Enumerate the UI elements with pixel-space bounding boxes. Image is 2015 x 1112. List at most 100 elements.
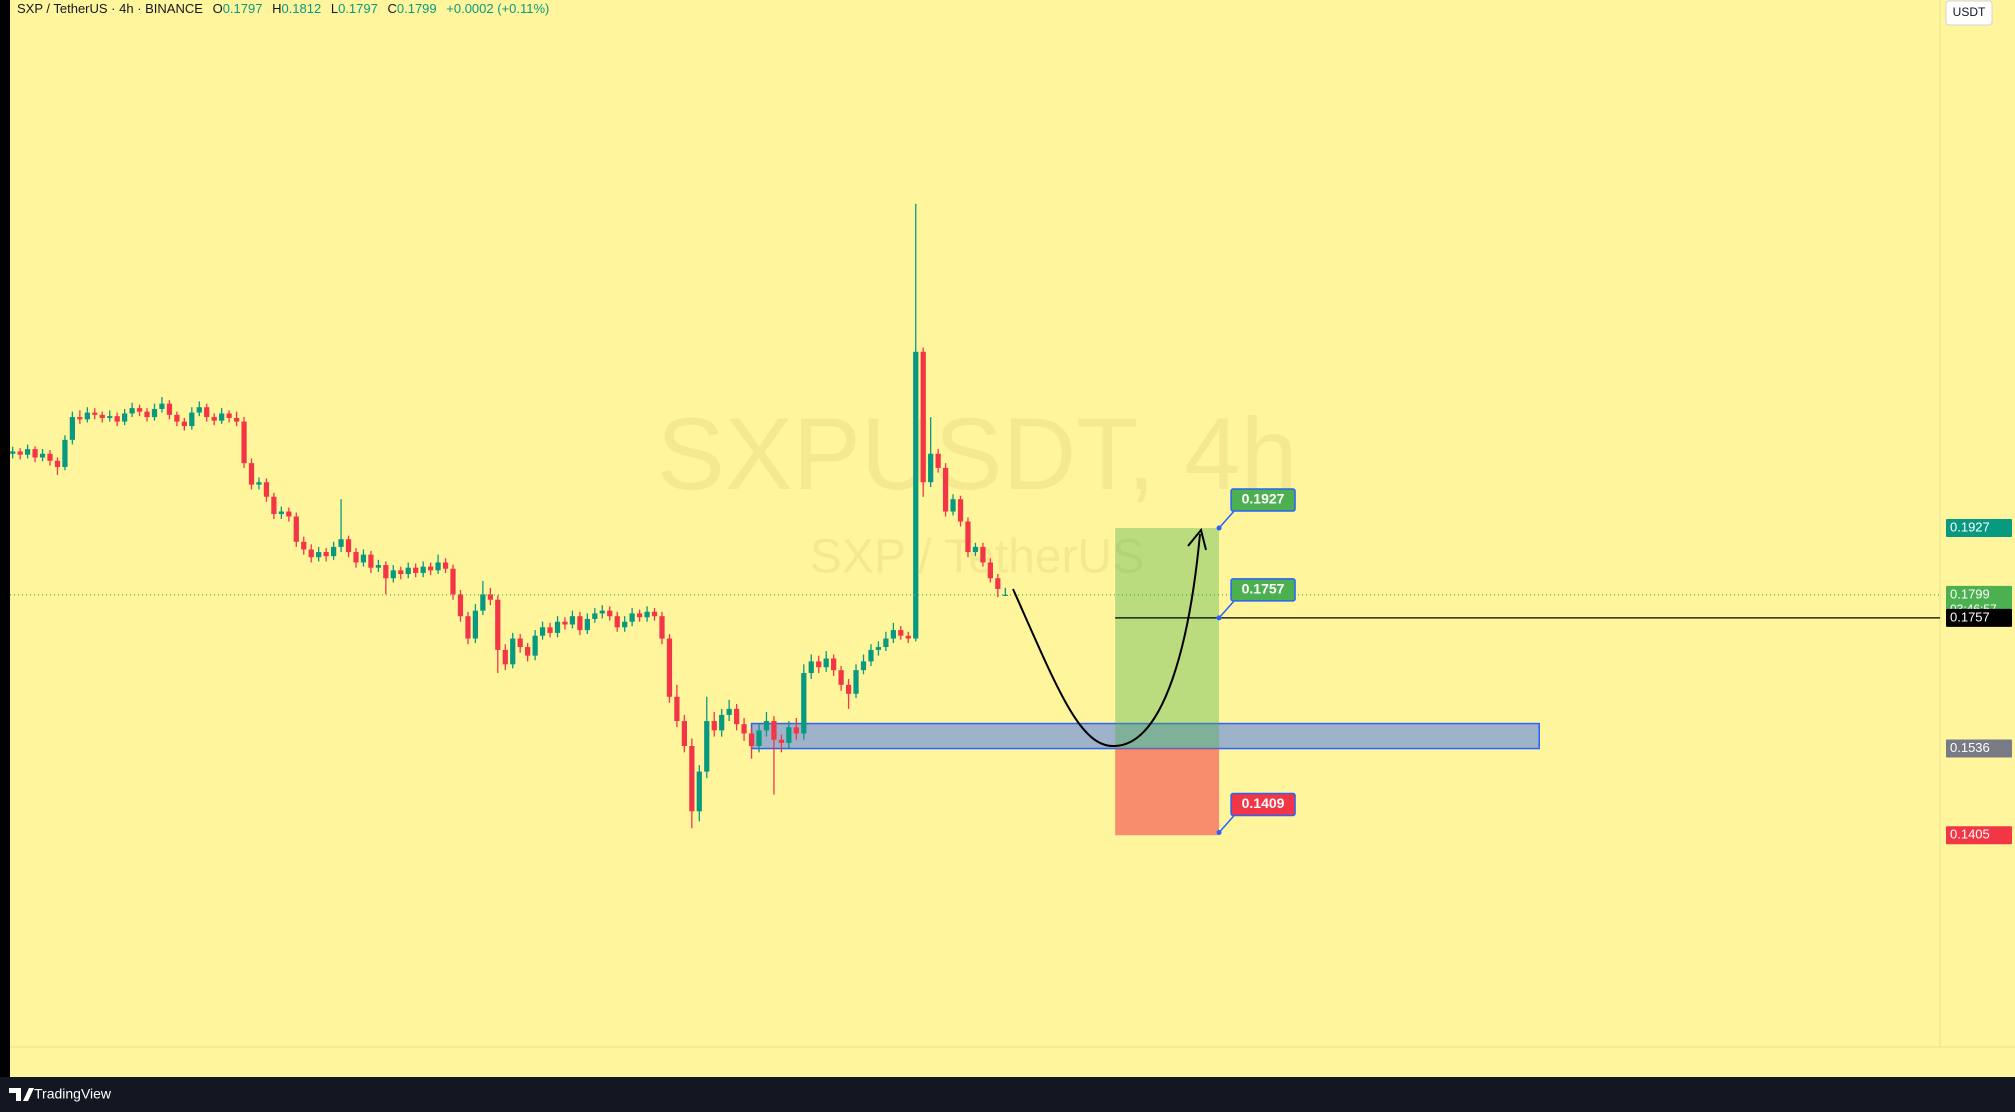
candle-body	[323, 552, 329, 557]
candle-body	[472, 610, 479, 639]
candle-body	[308, 549, 314, 558]
close-value: 0.1799	[397, 1, 437, 16]
candle-body	[248, 463, 255, 485]
candle-body	[114, 416, 120, 422]
candle-body	[316, 552, 322, 558]
candle-body	[465, 616, 471, 639]
candle-body	[420, 566, 426, 573]
candle-body	[159, 403, 165, 409]
candle-body	[868, 649, 874, 662]
candle-body	[741, 724, 747, 734]
candle-body	[62, 439, 68, 467]
candle-body	[293, 516, 299, 542]
price-marker-label: 0.1927	[1950, 519, 1990, 534]
projection-arrowhead	[1187, 527, 1207, 551]
currency-button[interactable]	[1945, 0, 1993, 26]
candle-body	[704, 721, 710, 772]
position-loss	[1115, 748, 1220, 836]
candle-body	[883, 638, 889, 648]
candle-body	[450, 568, 456, 595]
candle-body	[24, 449, 31, 455]
candle-body	[107, 416, 113, 418]
badge-connector	[1218, 509, 1236, 529]
high-label: H	[272, 1, 281, 16]
candle-body	[427, 566, 434, 571]
price-marker-label: 0.1799	[1950, 586, 1990, 601]
candle-body	[636, 613, 643, 618]
candle-body	[525, 647, 531, 656]
candle-body	[390, 570, 396, 579]
open-label: O	[213, 1, 223, 16]
brand-logo[interactable]	[9, 1088, 34, 1101]
candle-body	[495, 599, 501, 650]
brand-name[interactable]: TradingView	[34, 1086, 112, 1102]
candle-body	[666, 638, 673, 697]
candle-body	[778, 739, 785, 743]
candle-body	[84, 412, 90, 420]
candle-body	[547, 627, 553, 633]
candle-body	[360, 554, 367, 563]
candle-body	[719, 714, 725, 731]
candle-body	[584, 618, 590, 631]
candle-body	[181, 421, 187, 427]
candle-body	[644, 611, 650, 618]
badge-label: 0.1757	[1242, 581, 1285, 597]
candle-body	[442, 562, 449, 569]
watermark-subtitle: SXP / TetherUS	[810, 531, 1144, 584]
overlays: 0.1927 0.1757 0.1409	[10, 488, 1940, 835]
candle-body	[756, 730, 762, 747]
price-marker	[1946, 608, 2012, 627]
candle-body	[338, 539, 344, 547]
price-marker-label: 0.1405	[1950, 827, 1990, 842]
candle-body	[577, 616, 583, 631]
candle-body	[345, 539, 352, 553]
candle-body	[539, 627, 546, 636]
candle-body	[166, 403, 173, 415]
candle-body	[196, 407, 202, 413]
candle-body	[271, 496, 277, 515]
high-value: 0.1812	[281, 1, 321, 16]
price-marker	[1946, 519, 2012, 538]
candle-body	[890, 630, 896, 639]
candle-body	[47, 453, 53, 461]
badge-anchor	[1216, 615, 1222, 621]
candle-body	[763, 721, 770, 731]
candle-body	[592, 613, 598, 619]
badge-label: 0.1927	[1242, 491, 1285, 507]
candle-body	[711, 721, 717, 731]
candle-body	[554, 621, 561, 633]
candle-body	[17, 451, 23, 455]
candle-body	[189, 412, 195, 427]
candle-body	[831, 658, 837, 671]
candles	[10, 203, 1008, 829]
candle-body	[136, 408, 143, 412]
low-value: 0.1797	[338, 1, 378, 16]
badge-anchor	[1216, 525, 1222, 531]
candle-body	[32, 449, 38, 458]
candle-body	[771, 721, 777, 740]
candle-body	[301, 541, 307, 550]
candle-body	[905, 635, 911, 639]
candle-body	[875, 647, 882, 650]
candle-body	[607, 610, 613, 617]
candle-body	[368, 554, 374, 568]
candle-body	[263, 482, 270, 497]
badge-anchor	[1216, 829, 1222, 835]
candle-body	[659, 616, 665, 639]
candle-body	[816, 661, 822, 668]
candle-body	[256, 482, 262, 485]
position-profit	[1115, 528, 1220, 749]
change-value: +0.0002 (+0.11%)	[446, 1, 549, 16]
candle-body	[823, 658, 829, 668]
candle-body	[987, 562, 993, 579]
candle-body	[853, 670, 859, 694]
currency-label[interactable]: USDT	[1953, 5, 1986, 19]
close-label: C	[387, 1, 396, 16]
badge-label: 0.1409	[1242, 795, 1285, 811]
candle-body	[942, 467, 949, 512]
candle-body	[928, 453, 934, 483]
candle-body	[793, 727, 799, 734]
